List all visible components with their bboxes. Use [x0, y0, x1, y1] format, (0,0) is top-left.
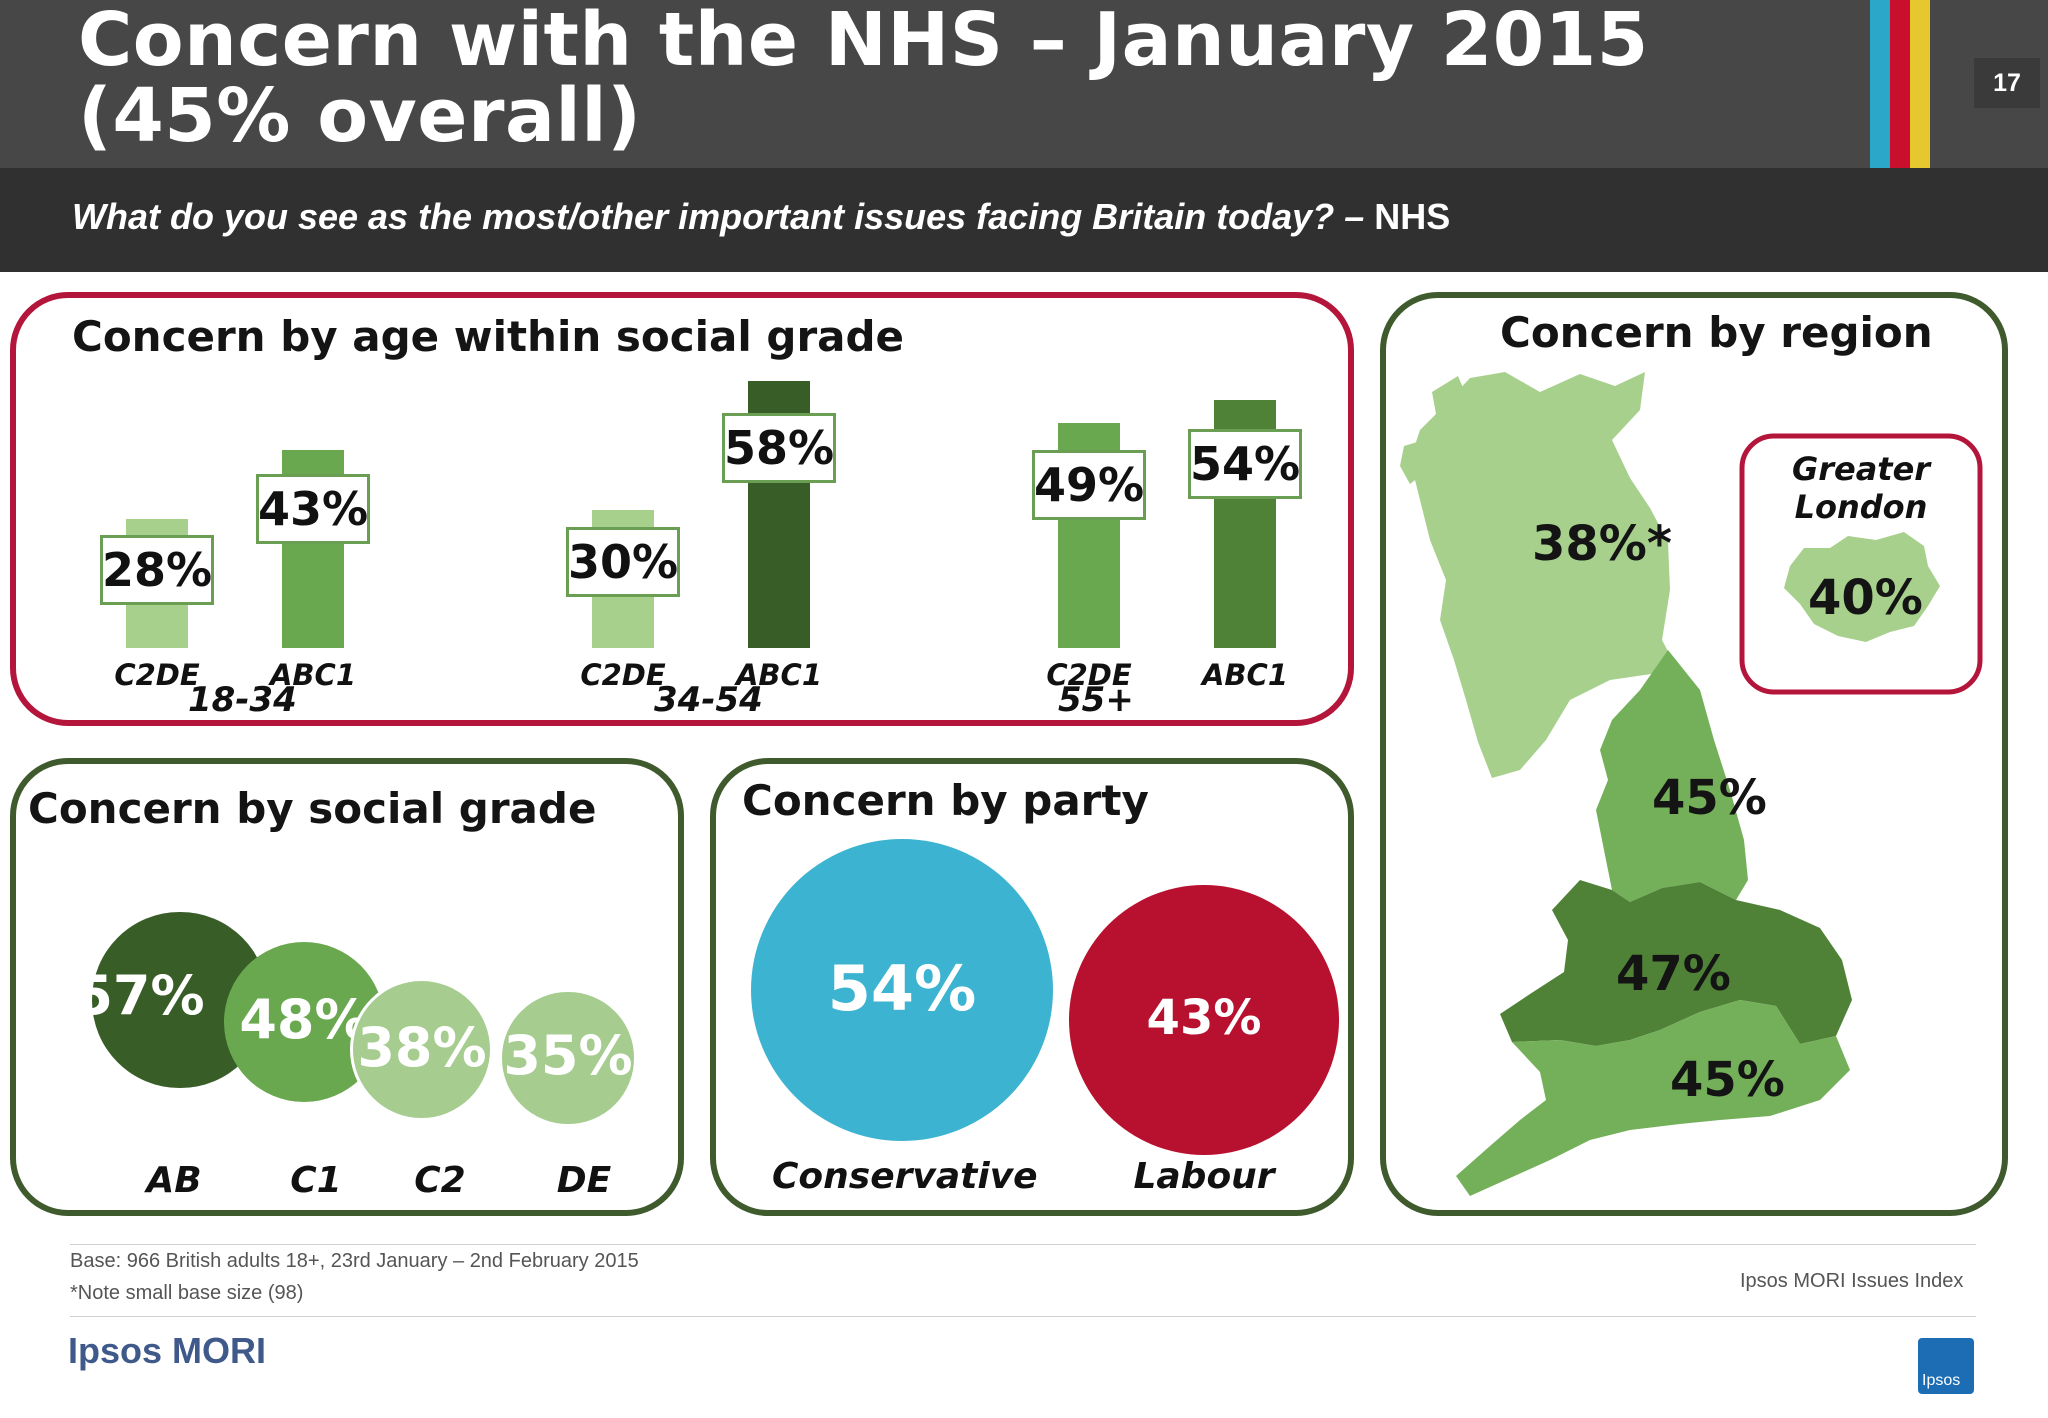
- question-text: What do you see as the most/other import…: [72, 196, 1365, 237]
- bubble-category-label: C1: [290, 1160, 342, 1201]
- age-grade-title: Concern by age within social grade: [72, 312, 905, 361]
- bubble-value-label: 48%: [239, 988, 369, 1051]
- ipsos-badge-text: Ipsos: [1922, 1372, 1961, 1389]
- value-label-midlands-wales: 47%: [1616, 946, 1731, 1002]
- bubble-category-label: DE: [556, 1160, 612, 1201]
- footer-divider-top: [70, 1244, 1976, 1245]
- value-label-north: 45%: [1652, 770, 1767, 826]
- bubble-labour: [1068, 884, 1340, 1156]
- value-label: 54%: [1188, 429, 1302, 500]
- small-base-note: *Note small base size (98): [70, 1282, 304, 1304]
- title-bar: [0, 0, 2048, 168]
- bubble-value-label: 35%: [503, 1024, 633, 1087]
- question-bar: [0, 168, 2048, 272]
- bubble-category-label: Labour: [1133, 1156, 1275, 1197]
- bubble-value-label: 43%: [1146, 990, 1262, 1046]
- value-label-south: 45%: [1670, 1052, 1785, 1108]
- page-number: 17: [1974, 58, 2040, 108]
- value-label: 43%: [256, 473, 370, 544]
- accent-stripe-yellow: [1910, 0, 1930, 168]
- bubble-conservative: [750, 838, 1054, 1142]
- bubble-category-label: AB: [146, 1160, 202, 1201]
- value-label-scotland: 38%*: [1532, 516, 1672, 572]
- title-line-2: (45% overall): [78, 73, 642, 159]
- question-tag: NHS: [1374, 196, 1451, 237]
- value-label: 58%: [722, 413, 836, 484]
- source-note: Ipsos MORI Issues Index: [1740, 1270, 1964, 1292]
- london-inset-title: Greater London: [1791, 450, 1931, 526]
- value-label: 28%: [100, 534, 214, 605]
- group-label: 18-34: [188, 680, 297, 720]
- accent-stripe-red: [1890, 0, 1910, 168]
- category-label: C2DE: [114, 658, 200, 692]
- bubble-c2: [350, 978, 494, 1122]
- social-grade-title: Concern by social grade: [28, 784, 597, 833]
- category-label: ABC1: [269, 658, 356, 692]
- category-label: C2DE: [580, 658, 666, 692]
- page-title: Concern with the NHS – January 2015 (45%…: [78, 2, 1649, 154]
- base-note: Base: 966 British adults 18+, 23rd Janua…: [70, 1250, 639, 1272]
- bubble-value-label: 38%: [357, 1016, 487, 1079]
- value-label: 49%: [1032, 449, 1146, 520]
- bubble-de: [499, 989, 637, 1127]
- region-title: Concern by region: [1500, 308, 1933, 357]
- footer-divider-bottom: [70, 1316, 1976, 1317]
- group-label: 34-54: [654, 680, 763, 720]
- value-label-london: 40%: [1808, 570, 1923, 626]
- category-label: ABC1: [1201, 658, 1288, 692]
- bubble-value-label: 54%: [827, 952, 977, 1025]
- ipsos-badge-icon: Ipsos: [1918, 1338, 1974, 1394]
- value-label: 30%: [566, 526, 680, 597]
- ipsos-mori-logo: Ipsos MORI: [68, 1330, 267, 1371]
- survey-question: What do you see as the most/other import…: [72, 196, 1450, 238]
- title-line-1: Concern with the NHS – January 2015: [78, 0, 1649, 83]
- accent-stripe-blue: [1870, 0, 1890, 168]
- party-title: Concern by party: [742, 776, 1149, 825]
- bubble-category-label: C2: [414, 1160, 466, 1201]
- bubble-category-label: Conservative: [772, 1156, 1038, 1197]
- category-label: C2DE: [1046, 658, 1132, 692]
- bubble-value-label: 57%: [75, 964, 205, 1027]
- category-label: ABC1: [735, 658, 822, 692]
- group-label: 55+: [1058, 680, 1134, 720]
